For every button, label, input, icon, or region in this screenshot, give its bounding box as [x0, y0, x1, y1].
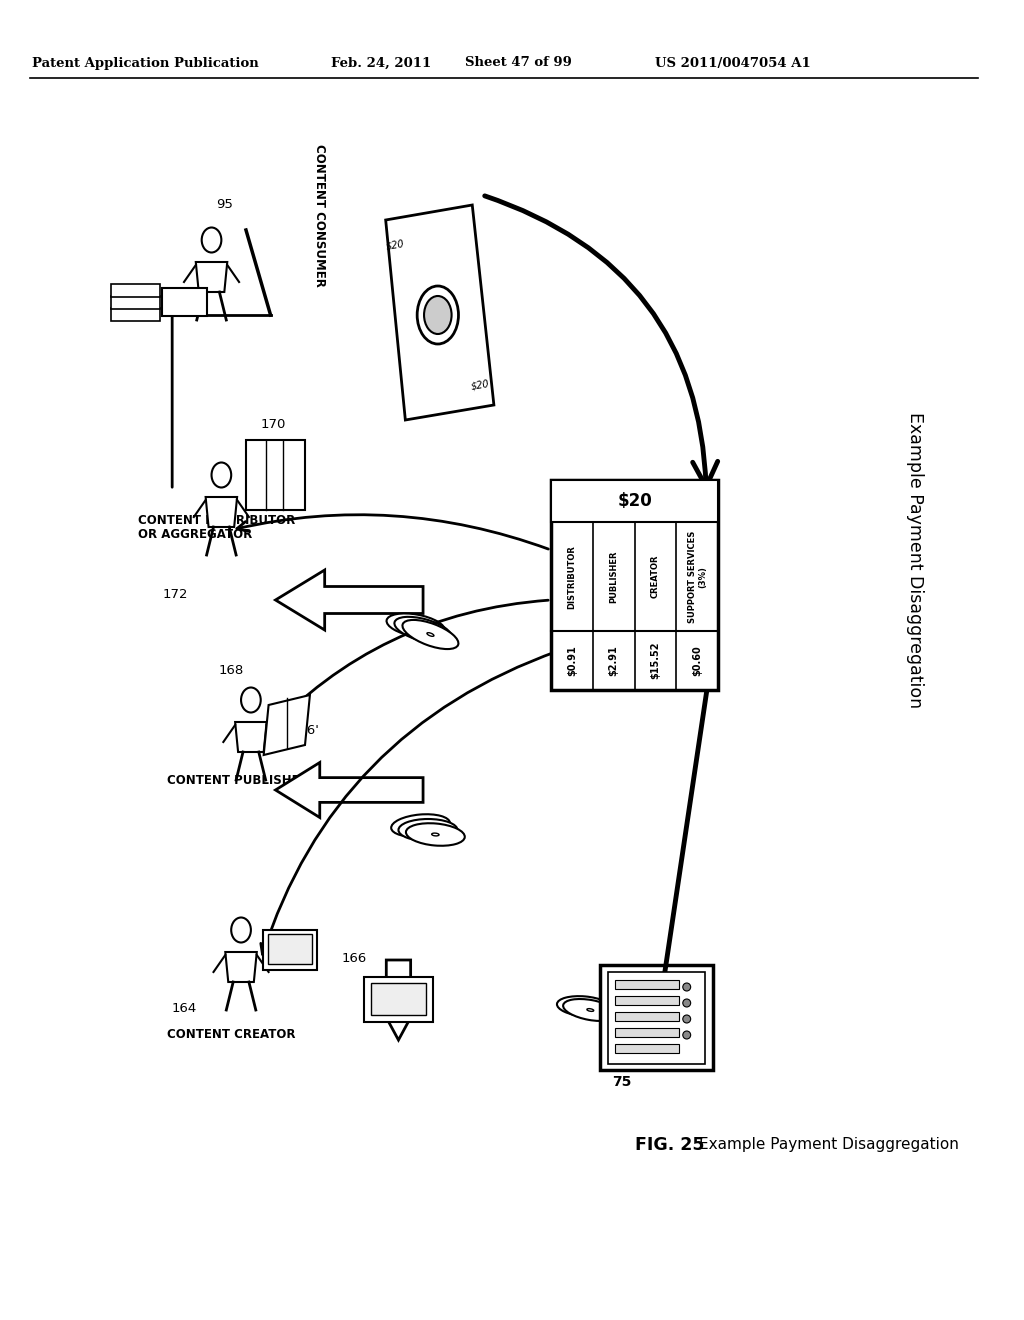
Ellipse shape	[241, 688, 261, 713]
FancyBboxPatch shape	[112, 284, 161, 297]
Ellipse shape	[412, 624, 419, 627]
FancyBboxPatch shape	[608, 972, 706, 1064]
Text: 75: 75	[612, 1074, 632, 1089]
Text: CONTENT CONSUMER: CONTENT CONSUMER	[313, 144, 327, 286]
Circle shape	[683, 983, 690, 991]
Polygon shape	[386, 205, 494, 420]
FancyBboxPatch shape	[112, 296, 161, 309]
Text: DISTRIBUTOR: DISTRIBUTOR	[567, 545, 577, 609]
Text: SUPPORT SERVICES
(3%): SUPPORT SERVICES (3%)	[687, 531, 707, 623]
FancyBboxPatch shape	[600, 965, 714, 1071]
FancyBboxPatch shape	[615, 979, 679, 989]
Polygon shape	[372, 960, 426, 1040]
Text: 172: 172	[163, 589, 187, 602]
Ellipse shape	[563, 999, 617, 1020]
Text: PUBLISHER: PUBLISHER	[609, 550, 618, 603]
Ellipse shape	[231, 917, 251, 942]
Ellipse shape	[391, 814, 450, 837]
FancyBboxPatch shape	[246, 440, 305, 510]
Text: FIG. 25: FIG. 25	[635, 1137, 705, 1154]
Ellipse shape	[386, 614, 444, 638]
Ellipse shape	[420, 628, 427, 632]
Text: $0.91: $0.91	[567, 645, 577, 676]
Ellipse shape	[581, 1005, 588, 1007]
Polygon shape	[275, 763, 423, 817]
Circle shape	[683, 999, 690, 1007]
Text: $15.52: $15.52	[650, 642, 660, 680]
FancyBboxPatch shape	[615, 1044, 679, 1053]
Text: $2.91: $2.91	[608, 645, 618, 676]
Ellipse shape	[557, 997, 612, 1016]
Text: CONTENT PUBLISHER: CONTENT PUBLISHER	[167, 774, 309, 787]
FancyBboxPatch shape	[267, 935, 312, 964]
Circle shape	[683, 1031, 690, 1039]
Ellipse shape	[424, 296, 452, 334]
FancyBboxPatch shape	[615, 1012, 679, 1020]
Ellipse shape	[398, 818, 458, 841]
Ellipse shape	[417, 286, 459, 345]
Text: CREATOR: CREATOR	[651, 554, 660, 598]
Circle shape	[683, 1015, 690, 1023]
Text: $20: $20	[385, 239, 406, 252]
Text: Feb. 24, 2011: Feb. 24, 2011	[331, 57, 431, 70]
Ellipse shape	[424, 829, 432, 832]
Text: 170: 170	[261, 418, 286, 432]
Text: 95: 95	[216, 198, 232, 211]
Text: $20: $20	[470, 379, 490, 392]
Text: US 2011/0047054 A1: US 2011/0047054 A1	[655, 57, 811, 70]
Ellipse shape	[417, 824, 424, 826]
Ellipse shape	[212, 462, 231, 487]
Text: Example Payment Disaggregation: Example Payment Disaggregation	[906, 412, 924, 708]
Ellipse shape	[587, 1008, 594, 1011]
Ellipse shape	[402, 620, 459, 649]
FancyBboxPatch shape	[551, 480, 718, 521]
Text: Patent Application Publication: Patent Application Publication	[32, 57, 259, 70]
FancyBboxPatch shape	[615, 997, 679, 1005]
Ellipse shape	[406, 824, 465, 846]
FancyBboxPatch shape	[112, 308, 161, 321]
Ellipse shape	[427, 632, 434, 636]
FancyBboxPatch shape	[615, 1028, 679, 1038]
Text: OR AGGREGATOR: OR AGGREGATOR	[138, 528, 252, 541]
FancyBboxPatch shape	[551, 480, 718, 690]
Polygon shape	[225, 952, 257, 982]
FancyBboxPatch shape	[364, 977, 433, 1022]
Text: 166': 166'	[291, 723, 319, 737]
Text: CONTENT DISTRIBUTOR: CONTENT DISTRIBUTOR	[138, 513, 295, 527]
Polygon shape	[206, 498, 238, 527]
Ellipse shape	[432, 833, 439, 836]
Polygon shape	[196, 261, 227, 292]
Polygon shape	[263, 696, 310, 755]
Text: $20: $20	[617, 492, 652, 510]
Ellipse shape	[202, 227, 221, 252]
Ellipse shape	[394, 616, 452, 643]
Polygon shape	[236, 722, 266, 752]
Text: CONTENT CREATOR: CONTENT CREATOR	[167, 1028, 296, 1041]
FancyBboxPatch shape	[371, 983, 426, 1015]
Text: 168: 168	[218, 664, 244, 676]
Text: Example Payment Disaggregation: Example Payment Disaggregation	[698, 1138, 958, 1152]
FancyBboxPatch shape	[263, 931, 316, 970]
Text: Sheet 47 of 99: Sheet 47 of 99	[465, 57, 572, 70]
FancyBboxPatch shape	[163, 288, 207, 315]
Text: $0.60: $0.60	[692, 645, 702, 676]
Text: 164: 164	[171, 1002, 197, 1015]
Polygon shape	[275, 570, 423, 630]
Text: 166: 166	[342, 952, 367, 965]
